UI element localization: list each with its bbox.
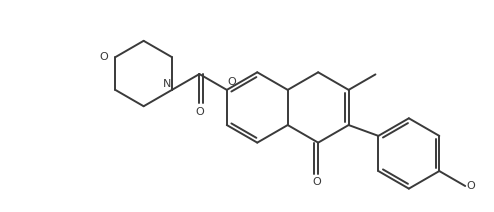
Text: O: O bbox=[100, 52, 109, 62]
Text: O: O bbox=[313, 177, 322, 187]
Text: O: O bbox=[466, 181, 475, 191]
Text: N: N bbox=[163, 79, 171, 89]
Text: O: O bbox=[195, 107, 204, 117]
Text: O: O bbox=[228, 77, 237, 87]
